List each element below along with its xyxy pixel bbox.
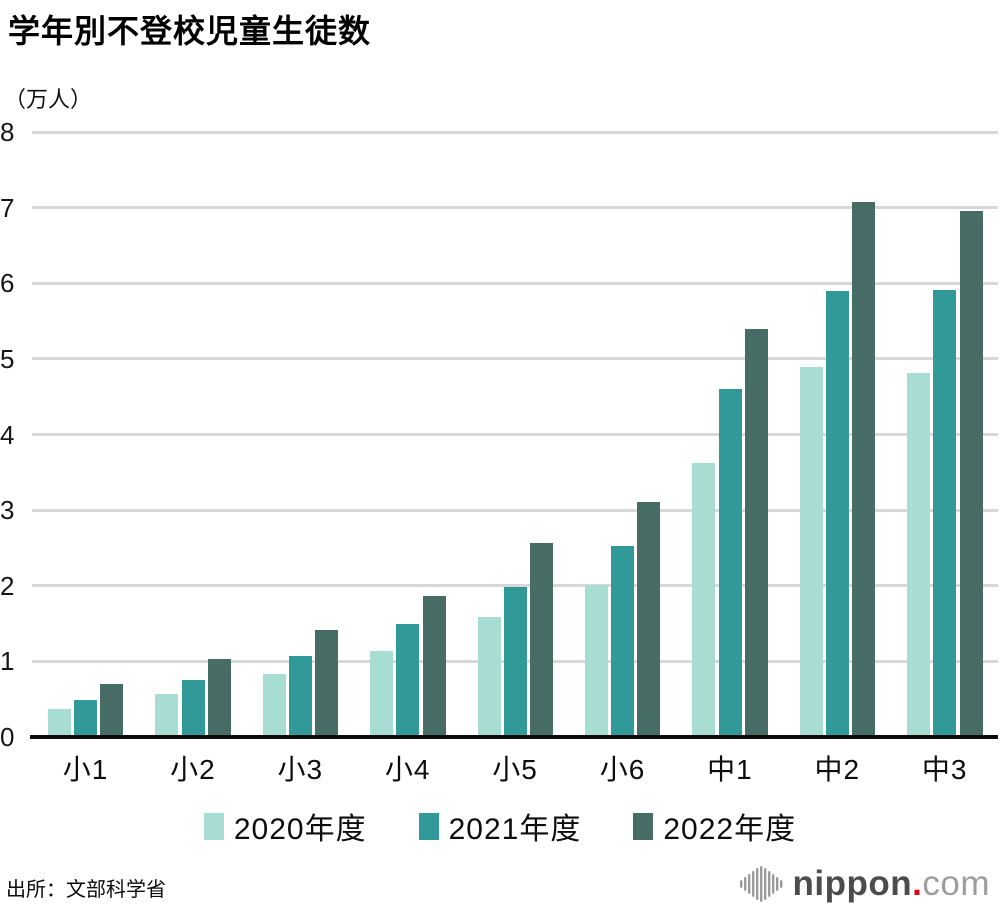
logo-name-text: nippon bbox=[792, 864, 913, 903]
bar-s0-c0 bbox=[48, 708, 71, 735]
legend-label-1: 2020年度 bbox=[233, 813, 367, 846]
legend-item-2: 2021年度 bbox=[418, 804, 582, 848]
source-note: 出所：文部科学省 bbox=[6, 879, 166, 901]
plot-area bbox=[30, 130, 998, 739]
y-tick-label-8: 8 bbox=[0, 117, 15, 147]
bar-s1-c3 bbox=[396, 623, 420, 735]
x-tick-label-6: 小6 bbox=[599, 754, 646, 785]
bar-s1-c2 bbox=[289, 656, 312, 735]
x-tick-label-2: 小2 bbox=[170, 754, 216, 785]
gridline-4 bbox=[32, 433, 998, 436]
bar-s2-c3 bbox=[422, 595, 446, 735]
x-tick-label-1: 小1 bbox=[62, 754, 109, 785]
bar-s2-c4 bbox=[530, 542, 553, 735]
bar-s1-c4 bbox=[503, 586, 527, 735]
chart-title: 学年別不登校児童生徒数 bbox=[8, 13, 372, 49]
gridline-7 bbox=[32, 206, 998, 210]
bar-s1-c1 bbox=[181, 679, 205, 735]
y-tick-label-0: 0 bbox=[0, 722, 15, 752]
legend: 2020年度 2021年度 2022年度 bbox=[0, 804, 1000, 848]
y-tick-label-6: 6 bbox=[0, 268, 15, 299]
bar-chart: 0 1 2 3 4 5 6 7 8 小1 小2 小3 小4 小5 小6 中1 中2 中3 bbox=[0, 117, 1000, 785]
y-axis-unit-label: （万人） bbox=[4, 87, 93, 112]
bar-s1-c8 bbox=[933, 289, 957, 735]
logo-wordmark: nippon.com bbox=[793, 864, 990, 904]
bar-s0-c8 bbox=[907, 372, 931, 735]
x-tick-label-4: 小4 bbox=[384, 754, 431, 785]
bar-s2-c5 bbox=[637, 502, 661, 735]
x-axis-tick-labels: 小1 小2 小3 小4 小5 小6 中1 中2 中3 bbox=[32, 748, 998, 788]
bar-s2-c8 bbox=[959, 210, 983, 735]
legend-swatch-1 bbox=[203, 812, 224, 840]
bar-s2-c6 bbox=[744, 328, 768, 735]
legend-item-1: 2020年度 bbox=[203, 804, 367, 848]
y-tick-label-3: 3 bbox=[0, 495, 15, 526]
bar-s0-c7 bbox=[799, 367, 823, 735]
legend-swatch-2 bbox=[418, 812, 439, 840]
y-tick-label-7: 7 bbox=[0, 192, 15, 223]
legend-label-2: 2021年度 bbox=[448, 813, 582, 846]
legend-label-3: 2022年度 bbox=[663, 813, 797, 846]
legend-swatch-3 bbox=[633, 812, 654, 840]
bar-s1-c0 bbox=[74, 700, 98, 735]
bar-s0-c3 bbox=[370, 651, 394, 735]
gridline-8 bbox=[32, 130, 998, 134]
logo-dot-text: . bbox=[912, 864, 923, 903]
bar-s2-c2 bbox=[315, 629, 339, 735]
bar-s1-c6 bbox=[718, 389, 742, 735]
y-tick-label-2: 2 bbox=[0, 570, 15, 601]
x-tick-label-7: 中1 bbox=[707, 754, 753, 785]
nippon-com-logo: nippon.com bbox=[739, 864, 990, 904]
gridline-5 bbox=[32, 357, 998, 361]
y-tick-label-5: 5 bbox=[0, 343, 15, 374]
bar-s1-c5 bbox=[611, 545, 635, 735]
bar-s1-c7 bbox=[826, 291, 849, 735]
gridline-6 bbox=[32, 281, 998, 285]
x-tick-label-9: 中3 bbox=[921, 754, 968, 785]
y-tick-label-4: 4 bbox=[0, 419, 15, 450]
bar-s0-c1 bbox=[155, 694, 179, 735]
bar-s0-c6 bbox=[692, 462, 716, 735]
y-tick-label-1: 1 bbox=[0, 646, 15, 677]
gridline-2 bbox=[32, 584, 998, 588]
gridline-3 bbox=[32, 508, 998, 512]
bar-s2-c0 bbox=[100, 683, 124, 735]
nippon-soundbars-icon bbox=[739, 866, 782, 902]
x-tick-label-5: 小5 bbox=[492, 754, 538, 785]
bar-s2-c7 bbox=[852, 201, 876, 735]
logo-tld-text: com bbox=[922, 864, 990, 903]
x-tick-label-3: 小3 bbox=[277, 754, 324, 785]
x-axis-line bbox=[30, 735, 998, 739]
bar-s0-c2 bbox=[262, 673, 286, 735]
bar-s0-c4 bbox=[477, 617, 501, 735]
x-tick-label-8: 中2 bbox=[814, 754, 861, 785]
bar-s2-c1 bbox=[207, 659, 231, 735]
legend-item-3: 2022年度 bbox=[633, 804, 796, 848]
bar-s0-c5 bbox=[585, 584, 608, 735]
